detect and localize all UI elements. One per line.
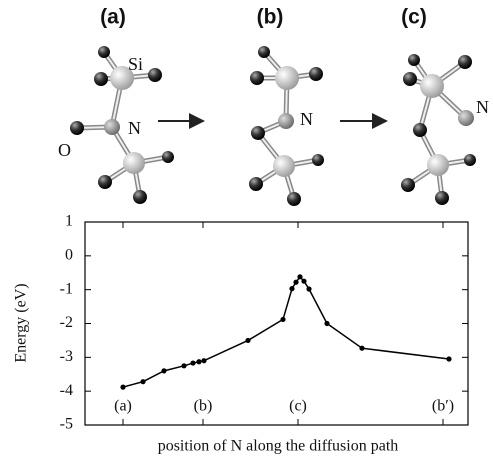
atom [309,67,323,81]
atom [123,152,145,174]
point [289,286,294,291]
atom-label: O [58,140,71,160]
point [181,363,186,368]
atom [251,126,265,140]
atom [98,46,110,58]
point [301,279,306,284]
point [201,358,206,363]
atom [408,54,420,66]
point [446,356,451,361]
atom-label: N [300,109,313,129]
point [297,274,302,279]
atom [273,155,295,177]
y-tick-label: 1 [65,213,73,230]
point [140,379,145,384]
y-tick-label: -5 [60,416,73,433]
atom [249,177,263,191]
atom [458,110,474,126]
atom-label: Si [128,54,143,74]
atom [420,74,444,98]
atom [148,68,162,82]
atom [94,72,108,86]
x-tick-label: (c) [289,398,307,415]
line [123,277,449,387]
chart: Energy (eV) position of N along the diff… [13,213,468,455]
atom [98,175,112,189]
atom [104,119,120,135]
y-tick-label: -2 [60,314,73,331]
atom [162,151,174,163]
point [120,385,125,390]
point [196,359,201,364]
atom [458,55,472,69]
point [306,286,311,291]
y-tick-label: -4 [60,382,73,399]
point [324,321,329,326]
x-axis-label: position of N along the diffusion path [158,438,399,455]
x-tick-label: (b′) [432,398,454,415]
atom [427,154,449,176]
x-tick-label: (b) [194,398,213,415]
point [280,317,285,322]
atom [258,46,270,58]
x-tick-label: (a) [114,398,132,415]
atom [278,113,294,129]
atom [464,154,476,166]
atom [403,72,417,86]
point [293,280,298,285]
atom [401,178,415,192]
panel-label: (c) [401,6,427,29]
y-tick-label: 0 [65,247,73,264]
y-tick-label: -1 [60,280,73,297]
atom [312,154,324,166]
atom [413,123,427,137]
y-axis-label: Energy (eV) [13,283,30,362]
panel-label: (a) [100,6,126,29]
figure: (a) (b) (c) Si N O N N Energy (eV) posit… [0,0,493,459]
atom [435,191,449,205]
panel-label: (b) [257,6,284,29]
point [161,368,166,373]
atom [250,71,264,85]
atom-label: N [476,97,489,117]
point [359,346,364,351]
point [245,338,250,343]
atom [70,121,84,135]
y-tick-label: -3 [60,348,73,365]
atom-label: N [128,118,141,138]
atom [133,190,147,204]
atom [287,192,301,206]
atom [275,66,299,90]
point [190,360,195,365]
